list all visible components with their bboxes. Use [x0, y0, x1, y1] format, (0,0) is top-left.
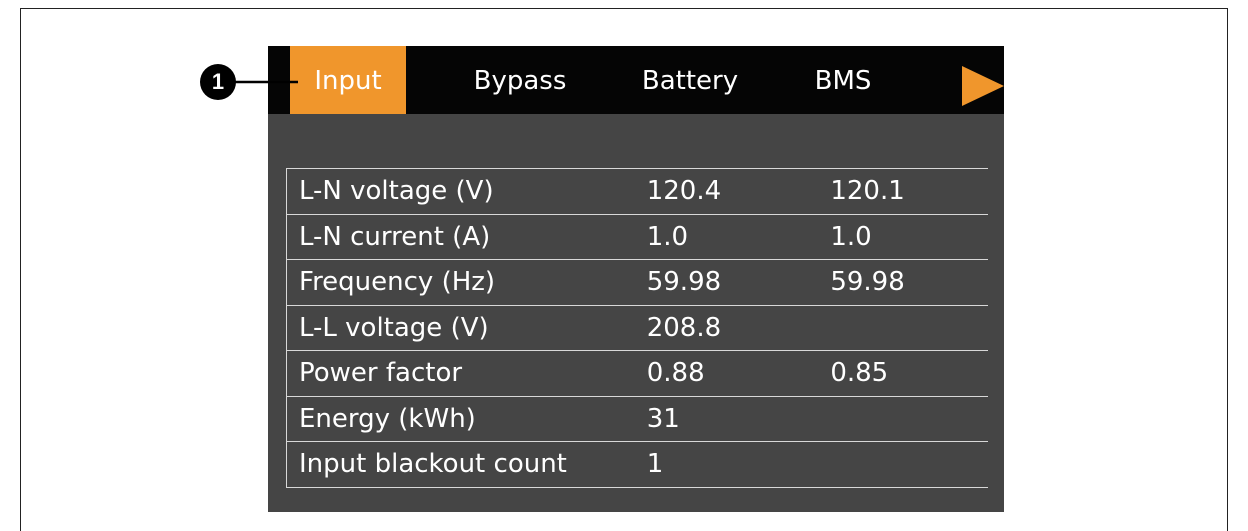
- tab[interactable]: Bypass: [450, 46, 590, 114]
- callout: 1: [0, 0, 320, 120]
- cell-value: 1.0: [818, 214, 988, 260]
- tab[interactable]: BMS: [780, 46, 906, 114]
- next-arrow[interactable]: [962, 66, 1004, 106]
- cell-value: 1.0: [635, 214, 819, 260]
- row-label: Power factor: [287, 351, 635, 397]
- cell-value: [818, 396, 988, 442]
- row-label: Energy (kWh): [287, 396, 635, 442]
- cell-value: 120.1: [818, 169, 988, 215]
- row-label: Frequency (Hz): [287, 260, 635, 306]
- row-label: Input blackout count: [287, 442, 635, 488]
- cell-value: 1: [635, 442, 819, 488]
- cell-value: 0.88: [635, 351, 819, 397]
- cell-value: [818, 305, 988, 351]
- cell-value: [818, 442, 988, 488]
- callout-number: 1: [212, 69, 224, 94]
- cell-value: 120.4: [635, 169, 819, 215]
- screen: InputBypassBatteryBMS L-N voltage (V)120…: [0, 0, 1248, 531]
- cell-value: 208.8: [635, 305, 819, 351]
- row-label: L-N current (A): [287, 214, 635, 260]
- row-label: L-N voltage (V): [287, 169, 635, 215]
- cell-value: 59.98: [635, 260, 819, 306]
- tab[interactable]: Battery: [620, 46, 760, 114]
- cell-value: 31: [635, 396, 819, 442]
- table-row: Energy (kWh)31: [287, 396, 989, 442]
- cell-value: 59.98: [818, 260, 988, 306]
- cell-value: 0.85: [818, 351, 988, 397]
- table-row: L-L voltage (V)208.8: [287, 305, 989, 351]
- row-label: L-L voltage (V): [287, 305, 635, 351]
